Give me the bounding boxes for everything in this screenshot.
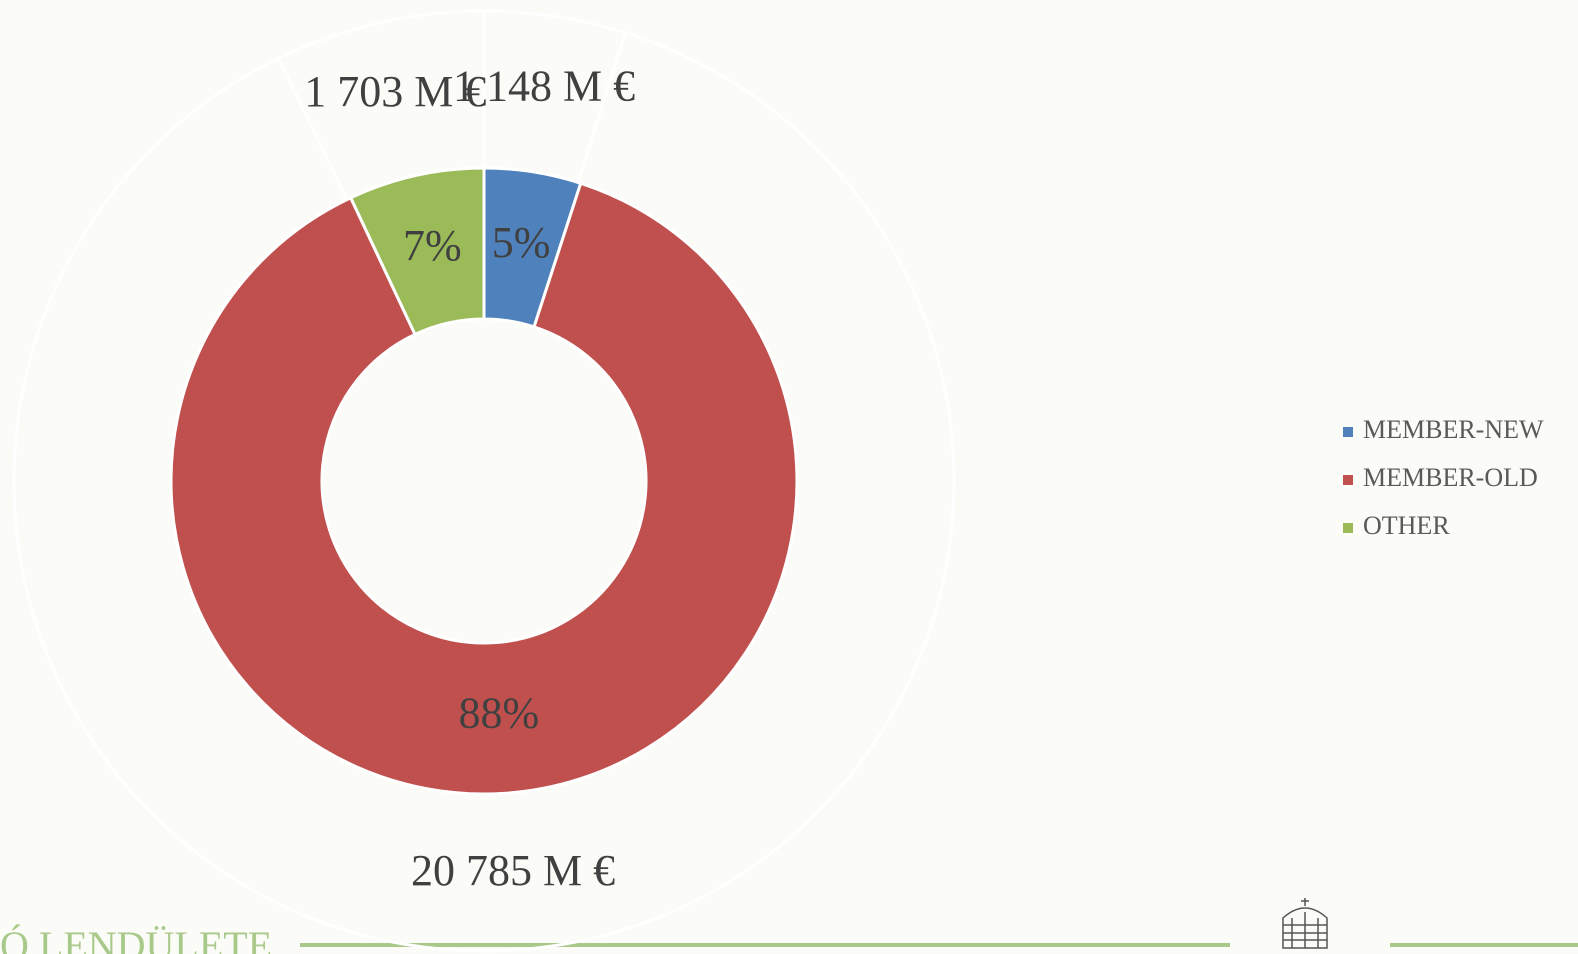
data-label: 7% (403, 221, 462, 270)
data-label: 88% (459, 689, 540, 738)
segment (169, 181, 799, 796)
data-label: 20 785 M € (411, 846, 615, 895)
footer-text: Ó LENDÜLETE (0, 923, 272, 954)
segment (348, 166, 486, 337)
legend-swatch (1343, 427, 1353, 437)
legend-label: OTHER (1363, 511, 1450, 540)
legend-label: MEMBER-OLD (1363, 463, 1538, 492)
data-label: 1 703 M € (304, 67, 486, 116)
legend-label: MEMBER-NEW (1363, 415, 1544, 444)
legend-swatch (1343, 523, 1353, 533)
logo (1282, 898, 1328, 949)
data-label: 5% (492, 218, 551, 267)
legend-swatch (1343, 475, 1353, 485)
